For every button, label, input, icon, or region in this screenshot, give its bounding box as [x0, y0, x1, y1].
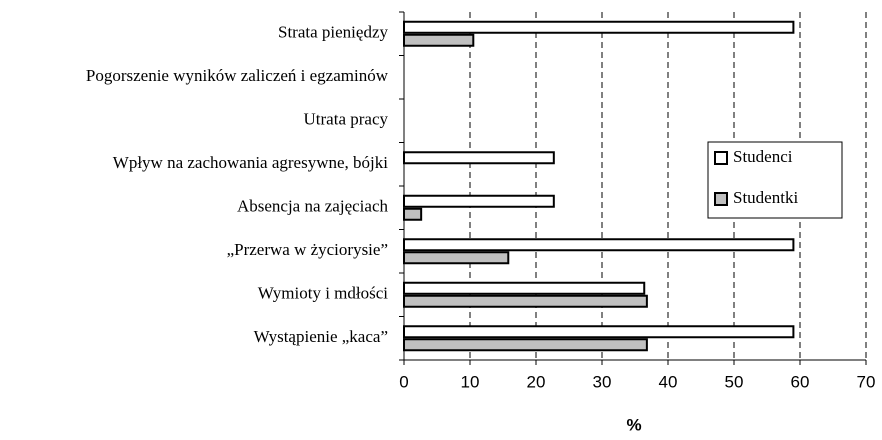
bar: [403, 20, 795, 34]
bar: [403, 33, 475, 47]
y-tick-label: Absencja na zajęciach: [237, 197, 389, 216]
x-axis-label: %: [626, 415, 641, 434]
y-tick-label: Utrata pracy: [304, 110, 389, 129]
x-tick-label: 30: [593, 372, 612, 391]
x-tick-label: 20: [527, 372, 546, 391]
y-tick-label: Wymioty i mdłości: [258, 284, 389, 303]
x-tick-label: 10: [461, 372, 480, 391]
x-tick-label: 50: [725, 372, 744, 391]
bar: [403, 338, 648, 352]
x-tick-label: 60: [791, 372, 810, 391]
bar: [403, 207, 423, 221]
bar: [403, 238, 795, 252]
legend-label: Studenci: [733, 147, 793, 166]
legend-box: [707, 141, 843, 219]
bar: [403, 325, 795, 339]
legend-swatch: [714, 192, 728, 206]
x-tick-label: 40: [659, 372, 678, 391]
bar: [403, 251, 510, 265]
y-tick-label: „Przerwa w życiorysie”: [227, 240, 388, 259]
y-tick-label: Strata pieniędzy: [278, 23, 388, 42]
x-tick-label: 0: [399, 372, 408, 391]
y-tick-label: Wystąpienie „kaca”: [254, 327, 388, 346]
legend-label: Studentki: [733, 188, 798, 207]
y-tick-label: Pogorszenie wyników zaliczeń i egzaminów: [86, 66, 389, 85]
legend-swatch: [714, 151, 728, 165]
bar: [403, 294, 648, 308]
bar: [403, 151, 555, 165]
bar: [403, 281, 646, 295]
y-tick-label: Wpływ na zachowania agresywne, bójki: [113, 153, 388, 172]
bar: [403, 194, 555, 208]
x-tick-label: 70: [857, 372, 876, 391]
